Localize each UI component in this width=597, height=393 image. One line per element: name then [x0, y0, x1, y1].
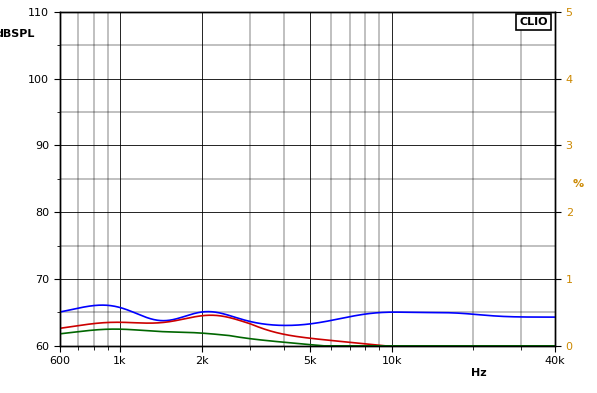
Y-axis label: %: % — [573, 179, 584, 189]
Y-axis label: dBSPL: dBSPL — [0, 29, 35, 39]
Text: Hz: Hz — [470, 367, 486, 378]
Text: CLIO: CLIO — [519, 17, 548, 27]
